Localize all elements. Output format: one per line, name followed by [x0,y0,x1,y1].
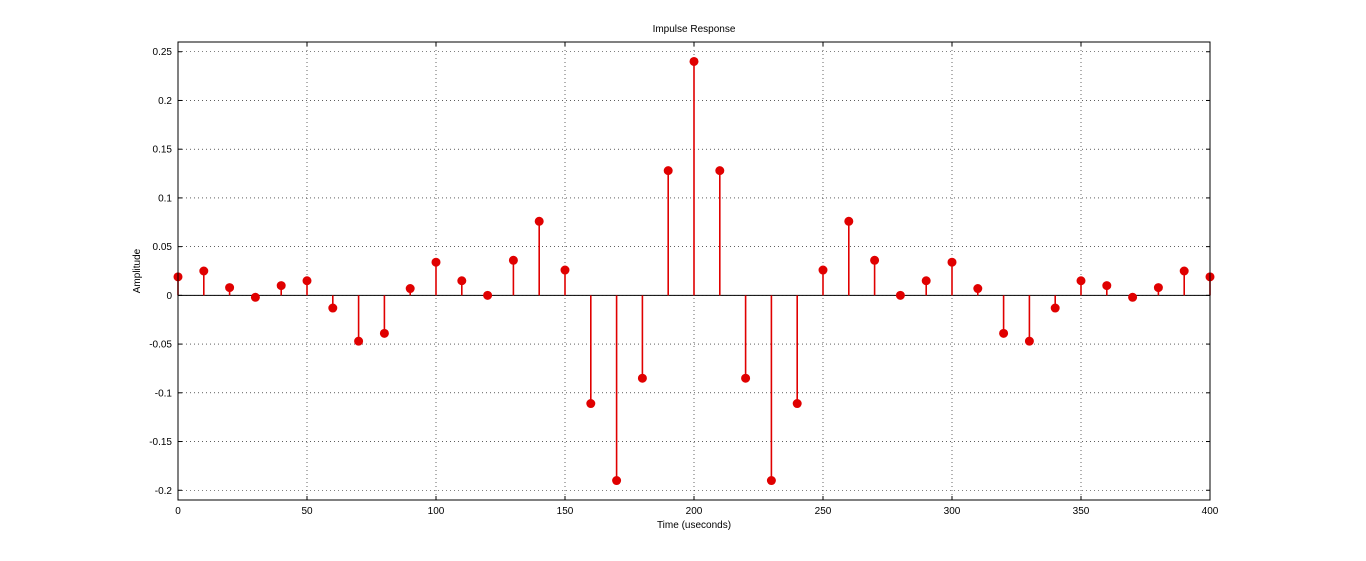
x-tick-label: 400 [1202,506,1219,517]
stem-marker [354,336,364,346]
stem-marker [895,290,905,300]
x-tick-label: 50 [301,506,313,517]
stem-marker [276,281,286,291]
stem-marker [250,292,260,302]
x-tick-label: 300 [944,506,961,517]
y-axis-label: Amplitude [132,248,143,293]
x-tick-label: 250 [815,506,832,517]
stem-marker [302,276,312,286]
stem-marker [1050,303,1060,313]
y-tick-label: 0.05 [153,242,173,253]
stem-marker [689,56,699,66]
stem-marker [405,284,415,294]
y-tick-label: 0 [166,291,172,302]
stem-marker [560,265,570,275]
stem-marker [663,166,673,176]
y-tick-label: 0.2 [158,96,172,107]
stem-marker [534,216,544,226]
stems [173,56,1215,486]
stem-marker [637,373,647,383]
x-tick-label: 0 [175,506,181,517]
stem-marker [199,266,209,276]
stem-marker [612,476,622,486]
stem-marker [586,399,596,409]
stem-marker [379,328,389,338]
stem-marker [483,290,493,300]
stem-marker [921,276,931,286]
x-tick-label: 350 [1073,506,1090,517]
y-tick-label: 0.15 [153,145,173,156]
stem-marker [973,284,983,294]
stem-marker [508,255,518,265]
stem-marker [328,303,338,313]
stem-marker [844,216,854,226]
stem-marker [1102,281,1112,291]
stem-marker [457,276,467,286]
y-tick-label: 0.25 [153,47,173,58]
stem-marker [1024,336,1034,346]
stem-marker [225,283,235,293]
y-tick-label: 0.1 [158,193,172,204]
y-tick-label: -0.1 [155,388,173,399]
x-tick-label: 200 [686,506,703,517]
x-axis-label: Time (useconds) [657,520,731,531]
stem-marker [818,265,828,275]
stem-marker [715,166,725,176]
stem-marker [999,328,1009,338]
y-tick-label: -0.15 [149,437,172,448]
stem-marker [431,257,441,267]
stem-marker [1128,292,1138,302]
stem-marker [1153,283,1163,293]
y-tick-label: -0.2 [155,486,173,497]
chart-title: Impulse Response [653,24,736,35]
y-tick-label: -0.05 [149,340,172,351]
stem-marker [792,399,802,409]
stem-marker [947,257,957,267]
stem-marker [1076,276,1086,286]
stem-marker [766,476,776,486]
stem-marker [1179,266,1189,276]
stem-marker [741,373,751,383]
ticks: 0 50 100 150 200 250 300 350 400 -0.2 -0.15 -0.1 -0.… [149,42,1219,517]
x-tick-label: 100 [428,506,445,517]
stem-marker [870,255,880,265]
x-tick-label: 150 [557,506,574,517]
